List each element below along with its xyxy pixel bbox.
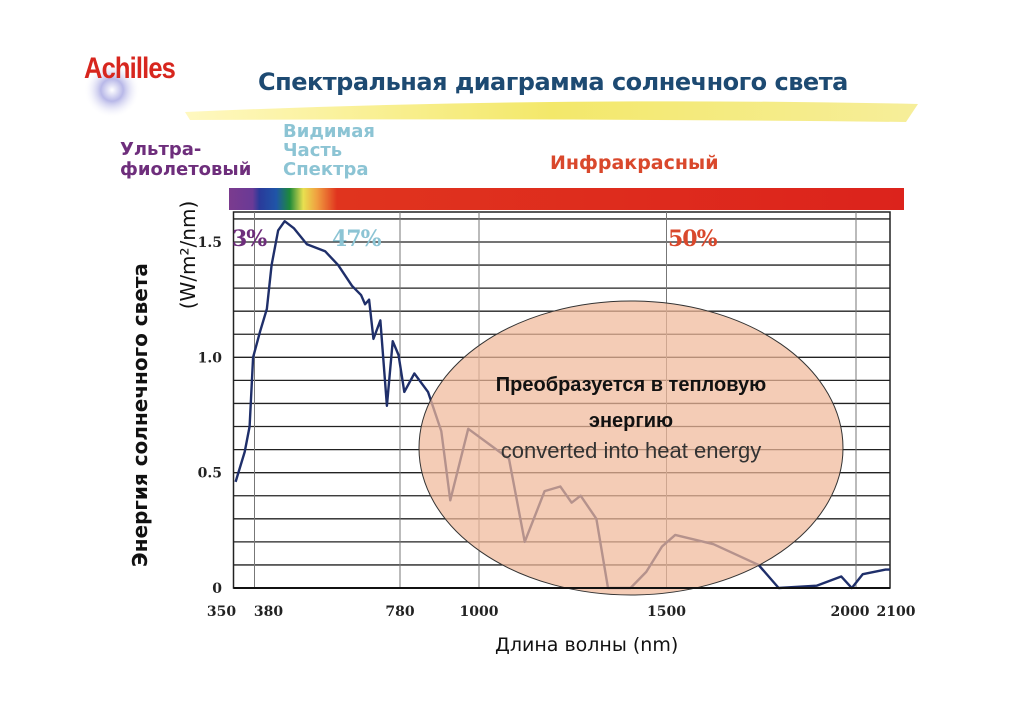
visible-band-label: Видимая Часть Спектра (283, 122, 375, 179)
heat-energy-ellipse (418, 300, 844, 596)
x-tick-label: 350 (207, 604, 236, 620)
uv-band-label: Ультра- фиолетовый (120, 140, 251, 180)
x-tick-label: 380 (254, 604, 283, 620)
visible-label-line2: Часть (283, 140, 343, 161)
ir-band-label: Инфракрасный (550, 152, 719, 174)
annotation-line-2: энергию (589, 410, 673, 432)
page-title: Спектральная диаграмма солнечного света (258, 68, 848, 96)
annotation-line-1: Преобразуется в тепловую (496, 374, 766, 396)
x-axis-title: Длина волны (nm) (495, 634, 679, 656)
x-tick-label: 2000 (831, 604, 870, 620)
percent-label-ir: 50% (668, 226, 718, 252)
x-tick-label: 1000 (460, 604, 499, 620)
x-tick-label: 2100 (877, 604, 916, 620)
visible-label-line3: Спектра (283, 159, 369, 180)
visible-label-line1: Видимая (283, 121, 375, 142)
uv-label-line2: фиолетовый (120, 159, 252, 180)
percent-label-uv: 3% (232, 226, 267, 252)
x-tick-label: 780 (385, 604, 414, 620)
y-tick-label: 0.5 (198, 466, 222, 482)
annotation-line-3: converted into heat energy (501, 438, 762, 463)
spectrum-bar (229, 188, 904, 210)
x-tick-label: 1500 (647, 604, 686, 620)
achilles-logo: Achilles (84, 52, 176, 85)
percent-label-visible: 47% (332, 226, 382, 252)
logo-star-icon (84, 62, 140, 118)
y-tick-label: 0 (212, 581, 222, 597)
y-tick-label: 1.5 (198, 235, 222, 251)
uv-label-line1: Ультра- (120, 139, 202, 160)
title-swoosh (185, 101, 918, 122)
y-tick-label: 1.0 (198, 350, 223, 366)
